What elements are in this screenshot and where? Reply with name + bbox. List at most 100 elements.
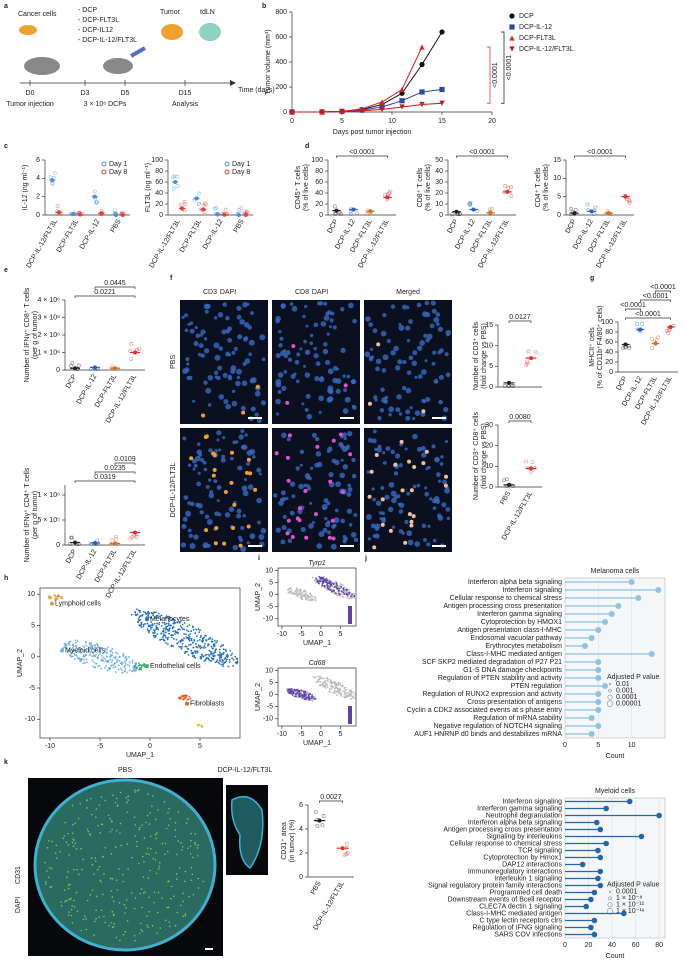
cell-dot: [157, 628, 160, 631]
nucleus: [224, 512, 231, 518]
point-jitter: [656, 335, 660, 340]
mean-point: [488, 210, 493, 215]
stain: [223, 489, 228, 494]
nucleus: [394, 453, 401, 459]
cell-dot: [207, 653, 210, 656]
nucleus: [421, 452, 427, 458]
cell-dot: [141, 613, 144, 616]
vessel: [174, 821, 177, 824]
nucleus: [206, 519, 213, 525]
vessel: [126, 801, 128, 804]
cell-dot: [166, 625, 169, 628]
cell-dot: [326, 579, 329, 582]
cell-dot: [304, 596, 307, 599]
nucleus: [393, 494, 398, 500]
cell-dot: [328, 688, 331, 690]
vessel: [93, 873, 95, 875]
nucleus: [351, 473, 357, 479]
vessel: [184, 880, 186, 883]
cell-dot: [334, 691, 337, 694]
axes: [565, 160, 634, 216]
vessel: [89, 797, 92, 800]
lollipop-head: [588, 924, 594, 931]
point-jitter: [510, 384, 515, 388]
x-tick-label: PBS: [233, 218, 246, 234]
legend-marker: [608, 688, 612, 693]
x-tick-label: 5: [340, 118, 344, 125]
vessel: [108, 924, 110, 927]
lollipop-head: [595, 707, 602, 713]
stain: [380, 522, 385, 527]
cluster-label: Myeloid cells: [65, 647, 106, 654]
mean-point: [505, 189, 510, 194]
nucleus: [393, 345, 399, 352]
cell-dot: [102, 656, 105, 659]
cell-dot: [218, 648, 221, 651]
mean-point: [334, 208, 339, 213]
vessel: [46, 870, 48, 872]
cell-dot: [49, 597, 52, 600]
marker: [439, 86, 445, 93]
cell-dot: [167, 617, 170, 620]
nucleus: [326, 520, 331, 524]
nucleus: [230, 368, 236, 374]
vessel: [101, 893, 104, 896]
nucleus: [311, 521, 316, 525]
cell-dot: [115, 651, 117, 654]
cell-dot: [88, 646, 90, 649]
cell-dot: [196, 639, 199, 642]
nucleus: [240, 444, 246, 450]
cell-dot: [332, 691, 335, 694]
point-jitter: [490, 206, 494, 211]
nucleus: [278, 330, 282, 334]
vessel: [189, 845, 192, 847]
nucleus: [186, 362, 190, 366]
cell-dot: [220, 656, 223, 659]
nucleus: [278, 343, 283, 348]
y-axis-label: (per g of tumor): [32, 491, 39, 539]
vessel: [179, 904, 182, 907]
nucleus: [301, 402, 305, 406]
nucleus: [390, 449, 395, 455]
cell-dot: [63, 642, 66, 645]
nucleus: [326, 396, 333, 403]
cell-dot: [308, 598, 310, 601]
cell-dot: [287, 588, 289, 591]
nucleus: [322, 348, 329, 355]
cell-dot: [189, 637, 191, 640]
vessel: [138, 828, 141, 831]
nucleus: [316, 543, 323, 549]
point-jitter: [95, 200, 100, 205]
cell-dot: [197, 644, 200, 647]
y-tick-label: 800: [275, 9, 287, 16]
vessel: [146, 847, 149, 849]
cell-dot: [312, 595, 314, 598]
nucleus: [225, 351, 231, 357]
lollipop-head: [621, 910, 627, 917]
x-tick-label: 0: [319, 631, 323, 638]
vessel: [77, 817, 80, 820]
x-tick-label: DCP: [446, 218, 460, 235]
stain: [241, 410, 246, 415]
term-label: AUF1 HNRNP d0 binds and destabilizes mRN…: [414, 731, 562, 738]
lollipop-head: [628, 579, 635, 585]
vessel: [164, 919, 167, 922]
cell-dot: [172, 645, 174, 647]
vessel: [167, 906, 170, 909]
vessel: [176, 878, 178, 880]
nucleus: [420, 445, 426, 451]
nucleus: [346, 508, 353, 514]
stain: [421, 461, 426, 466]
cell-dot: [348, 592, 350, 595]
nucleus: [364, 351, 371, 358]
vessel: [139, 892, 142, 895]
point-jitter: [585, 202, 590, 207]
cell-dot: [229, 649, 232, 652]
nucleus: [299, 463, 303, 467]
vessel: [182, 900, 185, 903]
term-label: Antigen processing cross presentation: [443, 603, 562, 610]
cell-dot: [69, 640, 72, 643]
cell-dot: [307, 694, 310, 697]
point-jitter: [650, 346, 654, 351]
nucleus: [213, 342, 220, 349]
